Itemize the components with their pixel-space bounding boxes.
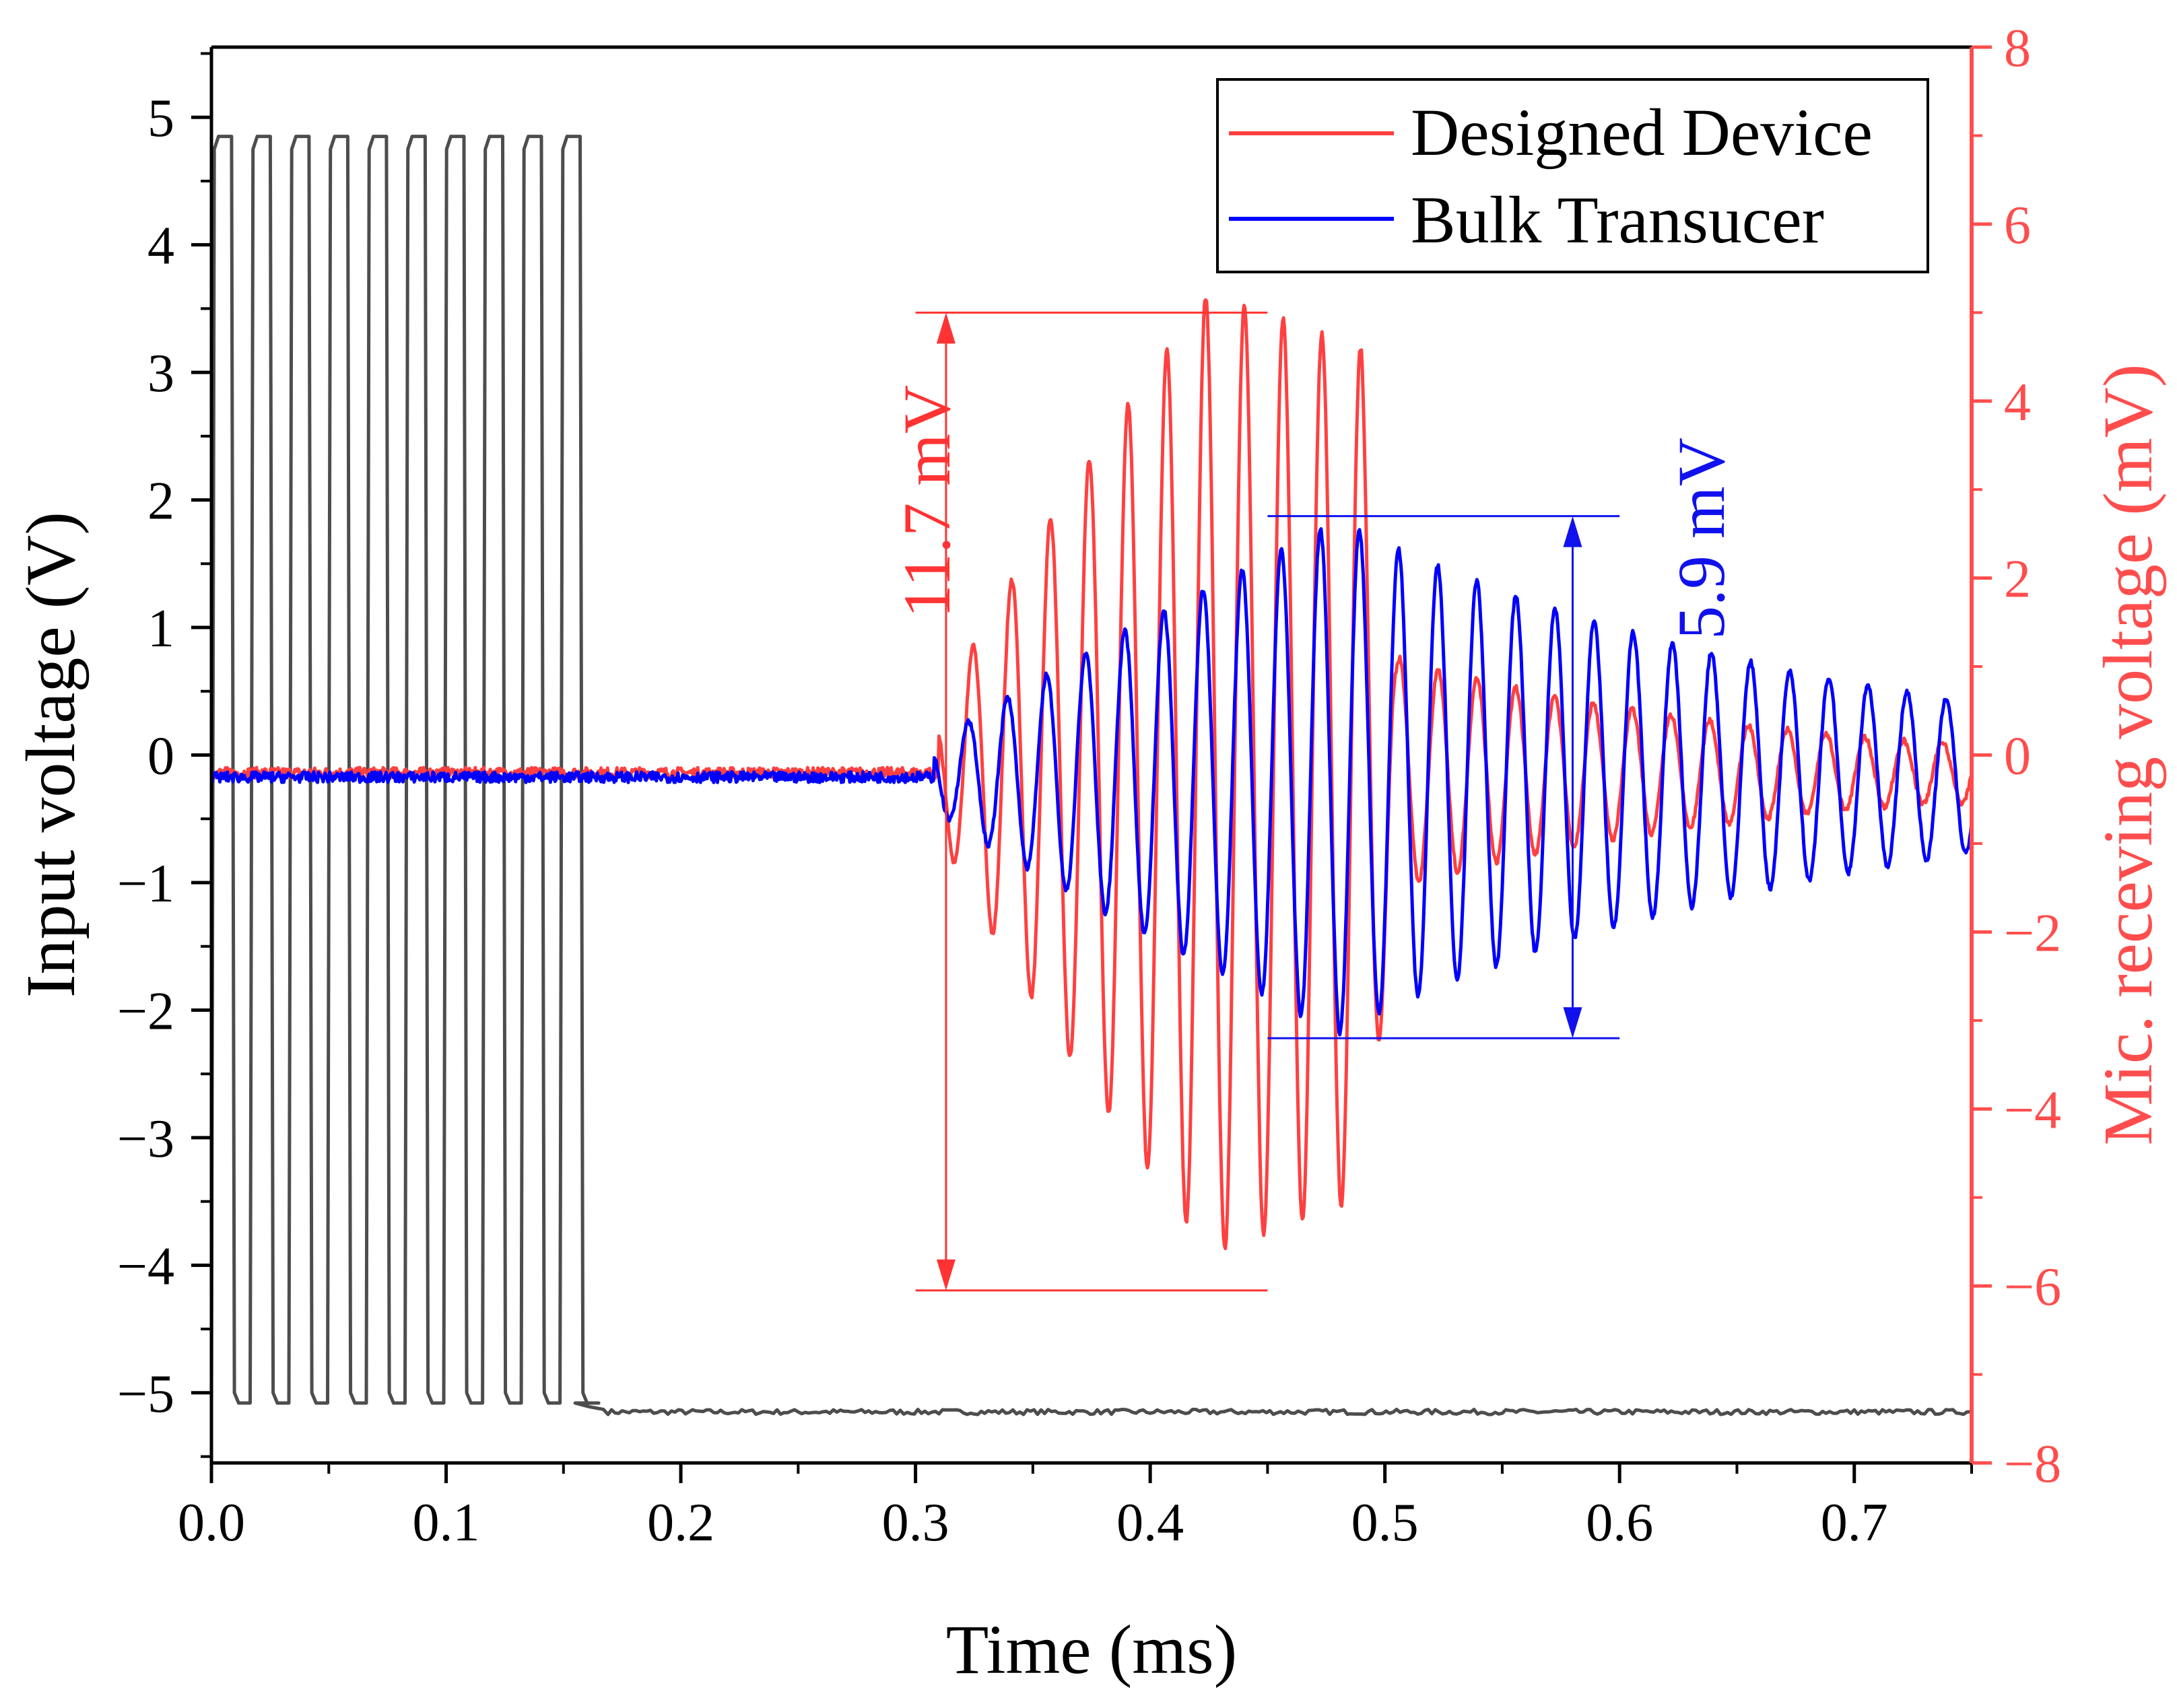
left-y-tick-label: −5 [117, 1365, 174, 1424]
x-tick-label: 0.1 [413, 1493, 480, 1552]
x-tick-label: 0.5 [1351, 1493, 1419, 1552]
right-y-axis-ticks: −8 −6 −4 −2 0 2 4 6 8 [1972, 19, 2061, 1494]
right-y-axis-label: Mic. receving voltage (mV) [2089, 364, 2167, 1146]
left-y-tick-label: 2 [147, 472, 174, 531]
right-y-tick-label: 4 [2004, 373, 2031, 432]
x-axis-label: Time (ms) [946, 1611, 1237, 1688]
left-y-tick-label: −3 [117, 1109, 174, 1169]
right-y-tick-label: 2 [2004, 550, 2031, 609]
right-y-tick-label: 8 [2004, 19, 2031, 78]
x-tick-label: 0.3 [882, 1493, 949, 1552]
x-tick-label: 0.6 [1586, 1493, 1653, 1552]
annotation-designed-device-amplitude [915, 311, 1268, 1292]
left-y-tick-label: −4 [117, 1237, 174, 1296]
left-y-tick-label: 5 [147, 89, 174, 148]
left-y-tick-label: 0 [147, 727, 174, 786]
right-y-tick-label: 0 [2004, 727, 2031, 786]
right-y-tick-label: −6 [2004, 1258, 2061, 1317]
left-y-axis-label: Input voltage (V) [12, 512, 90, 998]
left-y-axis-ticks: −5 −4 −3 −2 −1 0 1 2 3 4 5 [117, 52, 211, 1458]
legend-box [1216, 78, 1929, 273]
annotation-arrow-down [936, 1259, 956, 1291]
left-y-tick-label: −2 [117, 982, 174, 1041]
legend: Designed Device Bulk Transucer [1216, 78, 1929, 273]
input-voltage-series [211, 135, 1971, 1416]
left-y-tick-label: 3 [147, 344, 174, 403]
bulk-transucer-series [211, 527, 1972, 1037]
annotation-arrow-up [1563, 516, 1582, 547]
x-tick-label: 0.7 [1821, 1493, 1888, 1552]
annotation-arrow-up [936, 312, 956, 344]
annotation-bulk-transucer-amplitude [1267, 515, 1620, 1039]
legend-label-designed-device: Designed Device [1411, 95, 1873, 170]
x-axis-ticks: 0.0 0.1 0.2 0.3 0.4 0.5 0.6 0.7 [178, 1463, 1973, 1552]
legend-label-bulk-transucer: Bulk Transucer [1411, 182, 1824, 257]
annotation-arrow-down [1563, 1007, 1582, 1039]
left-y-tick-label: 1 [147, 599, 174, 658]
axes-frame [209, 45, 1974, 1465]
annotation-label-5-9-mv: 5.9 mV [1664, 438, 1739, 640]
right-y-tick-label: −8 [2004, 1435, 2061, 1494]
x-tick-label: 0.2 [647, 1493, 714, 1552]
left-y-tick-label: 4 [147, 217, 174, 276]
right-y-tick-label: −2 [2004, 903, 2061, 963]
left-y-tick-label: −1 [117, 854, 174, 914]
x-tick-label: 0.0 [178, 1493, 245, 1552]
right-y-tick-label: −4 [2004, 1081, 2061, 1140]
annotation-label-11-7-mv: 11.7 mV [890, 385, 964, 618]
right-y-tick-label: 6 [2004, 196, 2031, 255]
x-tick-label: 0.4 [1116, 1493, 1184, 1552]
